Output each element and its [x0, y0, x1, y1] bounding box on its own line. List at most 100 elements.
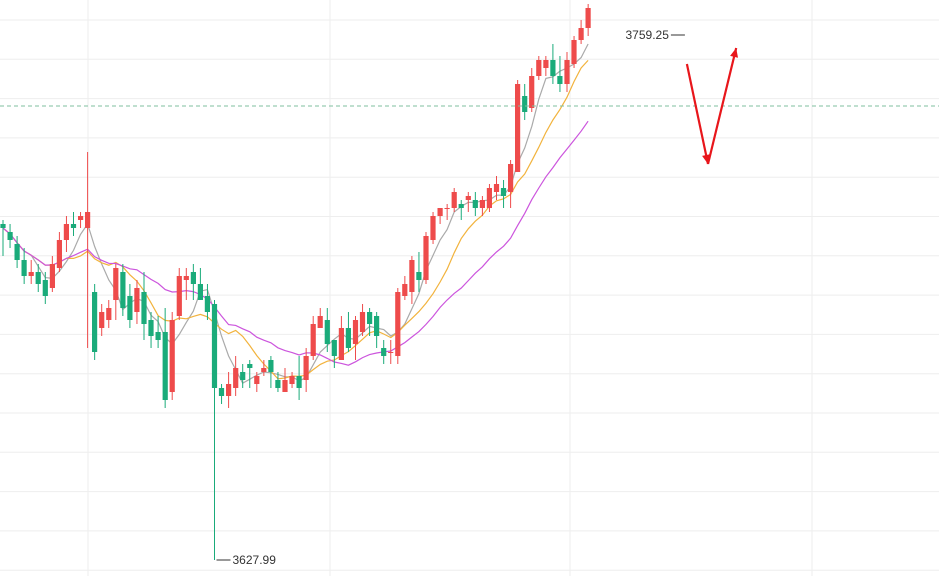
- candle-body: [310, 324, 316, 356]
- candle-body: [515, 84, 521, 172]
- candle: [211, 300, 218, 560]
- candle-body: [374, 316, 380, 336]
- candle-body: [42, 280, 48, 296]
- candle-body: [451, 192, 457, 208]
- candle-body: [395, 292, 401, 356]
- candle-body: [233, 368, 239, 388]
- candle-body: [14, 244, 20, 260]
- candle: [204, 284, 210, 320]
- candle: [430, 212, 436, 244]
- candle-body: [500, 188, 507, 196]
- candle: [247, 360, 253, 388]
- forecast-arrows: [685, 47, 738, 165]
- candle: [352, 316, 359, 360]
- candle-body: [303, 356, 309, 380]
- arrow-shaft: [706, 47, 738, 165]
- candle: [585, 4, 591, 36]
- candle-body: [437, 208, 443, 216]
- candle-body: [148, 320, 154, 336]
- candle: [275, 372, 281, 392]
- candle: [331, 340, 337, 368]
- candle: [529, 68, 535, 112]
- candle-body: [543, 60, 549, 68]
- candle-body: [254, 376, 260, 384]
- candle: [423, 232, 429, 284]
- candle-body: [557, 76, 563, 84]
- candle-body: [218, 388, 225, 396]
- candle: [233, 356, 239, 396]
- candle-body: [127, 296, 133, 320]
- candle: [550, 44, 556, 84]
- candle: [169, 312, 175, 400]
- candle: [92, 284, 98, 360]
- annotations: 3759.25 3627.99: [216, 28, 685, 567]
- candle-body: [571, 40, 577, 64]
- candle-body: [99, 312, 105, 328]
- candle-body: [261, 368, 267, 372]
- candle-body: [331, 340, 337, 356]
- candle-body: [338, 328, 344, 360]
- candle-body: [282, 380, 288, 392]
- candle-body: [296, 376, 302, 388]
- candle-body: [423, 236, 429, 280]
- candle-body: [56, 240, 62, 268]
- candle: [240, 364, 246, 388]
- candle: [42, 272, 48, 304]
- candle: [515, 80, 521, 172]
- candle-body: [585, 8, 591, 28]
- candle: [63, 216, 69, 252]
- candle-body: [578, 28, 584, 40]
- candle: [338, 316, 344, 360]
- candle-body: [381, 348, 387, 356]
- candle-body: [486, 188, 492, 208]
- candle-body: [204, 296, 210, 312]
- candle-body: [564, 60, 570, 84]
- candle-body: [479, 200, 485, 208]
- candle: [282, 368, 288, 392]
- candle: [508, 160, 514, 208]
- candle: [303, 348, 309, 392]
- candle: [141, 272, 147, 340]
- candle: [479, 196, 485, 216]
- candle-body: [529, 76, 535, 108]
- candle-body: [416, 272, 422, 280]
- candle: [571, 36, 577, 68]
- candle: [85, 152, 91, 348]
- candle: [359, 304, 366, 336]
- candle-body: [49, 264, 55, 288]
- moving-averages: [2, 43, 589, 385]
- candle: [289, 372, 295, 388]
- candle: [310, 316, 316, 360]
- candle: [127, 284, 133, 328]
- candle-body: [85, 212, 91, 228]
- candle: [395, 288, 401, 364]
- candle: [106, 300, 112, 328]
- candle: [155, 316, 161, 348]
- candle: [317, 308, 323, 328]
- candle: [14, 236, 20, 268]
- candle: [536, 56, 542, 80]
- candle-body: [78, 216, 84, 220]
- candle: [254, 372, 260, 392]
- candle-body: [240, 372, 246, 380]
- candle: [486, 184, 492, 212]
- candle-body: [162, 332, 168, 400]
- candle-body: [268, 360, 274, 372]
- candle: [197, 268, 203, 300]
- candle-body: [289, 376, 295, 384]
- candle-body: [359, 312, 366, 332]
- candle: [409, 256, 415, 304]
- candle: [564, 52, 570, 92]
- candle: [28, 260, 34, 284]
- candle-body: [444, 208, 450, 209]
- candle-body: [106, 308, 112, 320]
- candle-body: [458, 204, 464, 208]
- candle: [148, 312, 154, 348]
- candle: [261, 360, 267, 376]
- ma-fast-line: [2, 43, 589, 385]
- candle-body: [522, 96, 528, 112]
- candle-body: [183, 276, 189, 280]
- candle-body: [345, 328, 351, 348]
- candle: [345, 312, 351, 352]
